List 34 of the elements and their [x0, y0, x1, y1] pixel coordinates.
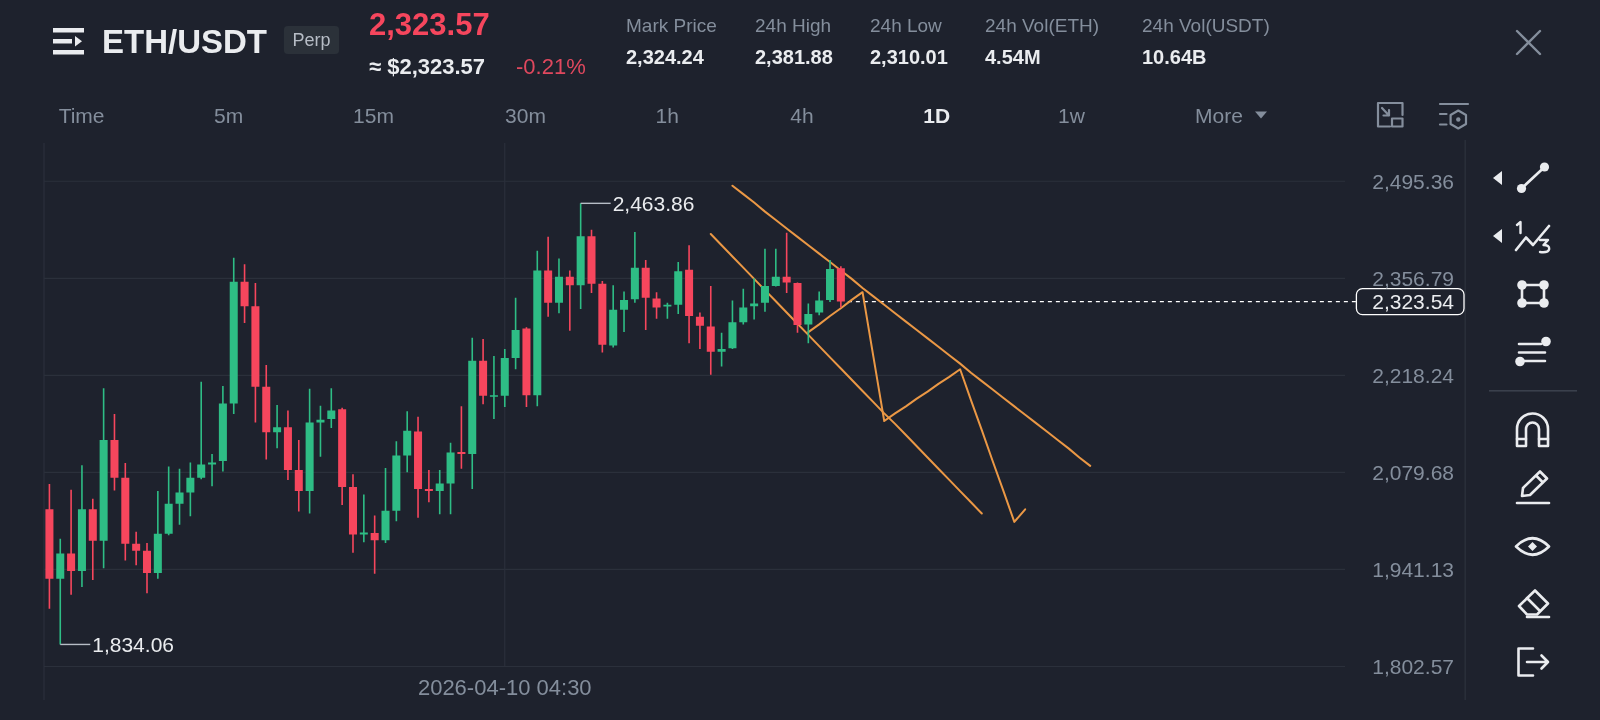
text: More [1195, 103, 1243, 127]
text: 2,323.57 [369, 6, 490, 42]
y-tick-label: 2,218.24 [1372, 363, 1455, 387]
text: 2,381.88 [755, 46, 833, 68]
text: 5m [214, 103, 244, 127]
text: 24h Low [870, 14, 943, 36]
text: 1D [923, 103, 951, 127]
y-tick-label: 2,495.36 [1372, 169, 1454, 193]
text: 2,310.01 [870, 46, 948, 68]
text: 1h [655, 103, 679, 127]
chart-title: ETH/USDT [102, 23, 267, 61]
annotation: 2,463.86 [612, 191, 695, 215]
text: 30m [505, 103, 546, 127]
text: 24h Vol(ETH) [985, 14, 1100, 36]
text: Mark Price [626, 14, 717, 36]
y-tick-label: 2,079.68 [1372, 460, 1454, 484]
text: 10.64B [1142, 46, 1207, 68]
text: Perp [292, 30, 331, 51]
text: 2,324.24 [626, 46, 705, 68]
text: ≈ $2,323.57 [369, 53, 486, 79]
y-tick-label: 2,356.79 [1372, 266, 1454, 290]
text: Time [58, 103, 105, 127]
text: 24h High [755, 14, 832, 36]
y-tick-label: 1,941.13 [1372, 557, 1454, 581]
text: 24h Vol(USDT) [1142, 14, 1270, 36]
y-tick-label: 1,802.57 [1372, 654, 1454, 678]
ref-line-label: 2,323.54 [1372, 289, 1455, 313]
text: 4.54M [985, 46, 1041, 68]
annotation: 1,834.06 [92, 632, 175, 656]
text: 15m [353, 103, 394, 127]
text: 1w [1057, 103, 1086, 127]
text: 4h [790, 103, 814, 127]
x-tick-label: 2026-04-10 04:30 [417, 674, 592, 700]
text: -0.21% [516, 53, 586, 79]
